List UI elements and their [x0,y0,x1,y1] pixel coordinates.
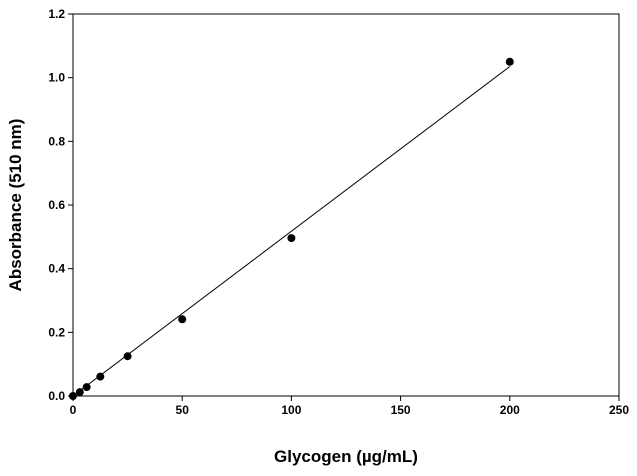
y-tick-label: 1.0 [48,71,65,85]
data-point [123,352,132,361]
y-tick-label: 0.0 [48,389,65,403]
x-tick-label: 200 [500,403,520,417]
y-tick-label: 0.2 [48,325,65,339]
x-tick-label: 50 [176,403,190,417]
x-tick-label: 150 [391,403,411,417]
y-axis-title: Absorbance (510 nm) [6,119,25,292]
y-tick-label: 1.2 [48,7,65,21]
y-tick-label: 0.8 [48,134,65,148]
data-point [69,392,77,400]
points-layer [69,57,514,400]
data-point [96,372,105,381]
ticks-layer: 0 50 100 150 200 250 0.0 0.2 0.4 0.6 0.8 1.0 1.2 [48,7,629,417]
x-tick-label: 0 [70,403,77,417]
fit-layer [72,66,511,397]
x-axis-title: Glycogen (µg/mL) [274,447,418,466]
x-tick-label: 100 [281,403,301,417]
regression-line [72,66,511,397]
data-point [287,234,296,243]
data-point [505,57,514,66]
data-point [178,315,187,324]
y-tick-label: 0.6 [48,198,65,212]
y-tick-label: 0.4 [48,262,65,276]
data-point [75,388,84,397]
data-point [82,383,91,392]
plot-frame [72,13,620,397]
x-tick-label: 250 [609,403,629,417]
